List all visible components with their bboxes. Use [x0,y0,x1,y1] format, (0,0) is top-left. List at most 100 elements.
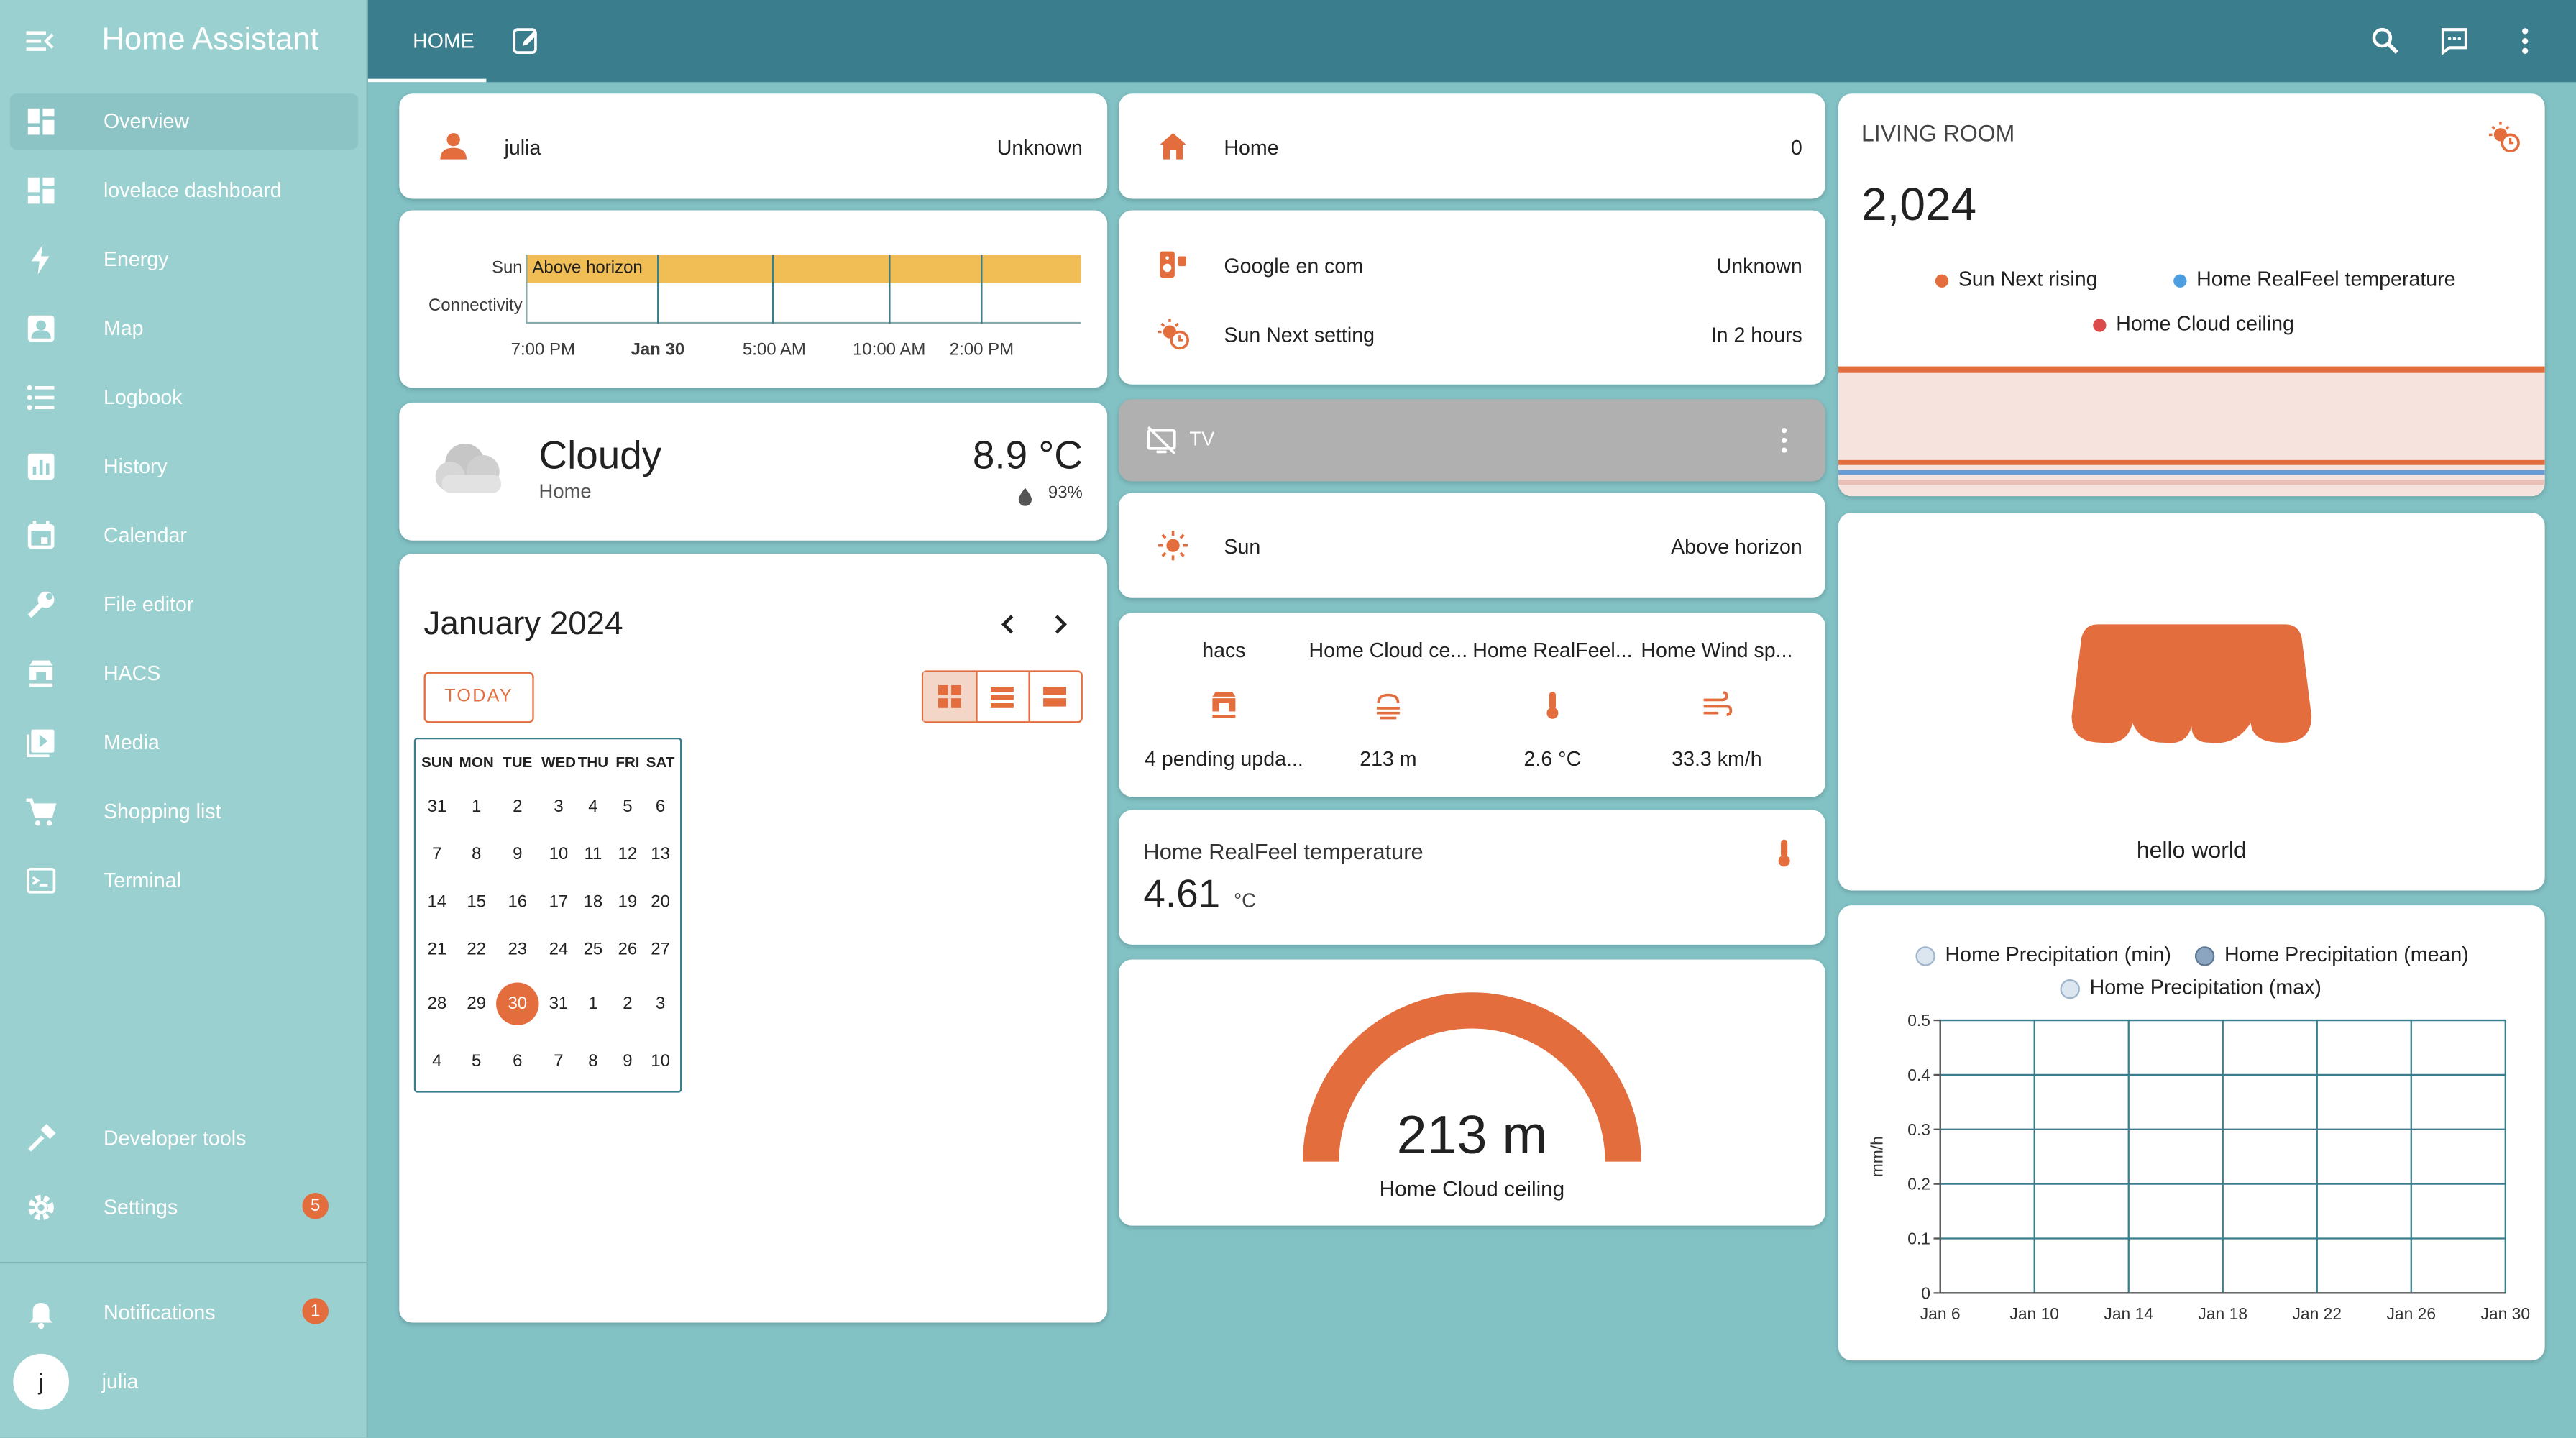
sidebar-item-map[interactable]: Map [10,301,358,357]
calendar-day[interactable]: 6 [513,1051,523,1071]
calendar-day[interactable]: 9 [623,1051,633,1071]
more-vertical-icon[interactable] [1768,424,1801,457]
sidebar-item-terminal[interactable]: Terminal [10,853,358,909]
calendar-day[interactable]: 3 [554,797,564,817]
entity-row[interactable]: Google en com Unknown [1119,230,1825,296]
calendar-day[interactable]: 26 [618,940,638,960]
calendar-day[interactable]: 11 [584,844,602,864]
media-player-card[interactable]: TV [1119,399,1825,482]
avatar[interactable]: j [13,1353,69,1410]
weather-card[interactable]: Cloudy Home 8.9 °C 93% [399,402,1108,541]
sidebar-item-energy[interactable]: Energy [10,232,358,288]
day-view-button[interactable] [1030,672,1081,722]
calendar-day[interactable]: 10 [651,1051,670,1071]
calendar-day[interactable]: 14 [427,892,447,912]
sidebar-item-file-editor[interactable]: File editor [10,577,358,633]
calendar-day[interactable]: 18 [583,892,603,912]
week-view-button[interactable] [978,672,1029,722]
calendar-day[interactable]: 21 [427,940,447,960]
timeline-bar[interactable]: Above horizon [526,255,1081,283]
sidebar-item-notifications[interactable]: Notifications 1 [10,1285,358,1341]
legend-item[interactable]: Home RealFeel temperature [2173,267,2456,290]
calendar-day[interactable]: 5 [472,1051,482,1071]
calendar-day[interactable]: 16 [508,892,528,912]
zone-card[interactable]: Home 0 [1119,93,1825,199]
calendar-day[interactable]: 31 [427,797,447,817]
calendar-day[interactable]: 1 [472,797,482,817]
calendar-day[interactable]: 7 [432,844,442,864]
calendar-day[interactable]: 4 [432,1051,442,1071]
sidebar-item-overview[interactable]: Overview [9,93,359,150]
month-view-button[interactable] [923,672,976,722]
calendar-day[interactable]: 8 [472,844,482,864]
calendar-day[interactable]: 1 [588,994,598,1014]
tab-home[interactable]: HOME [413,29,475,53]
chevron-right-icon[interactable] [1043,608,1076,641]
glance-item[interactable]: hacs 4 pending upda... [1142,629,1306,787]
today-button[interactable]: TODAY [423,672,534,723]
sidebar-item-history[interactable]: History [10,439,358,495]
picture-card[interactable]: hello world [1838,512,2545,891]
calendar-day[interactable]: 23 [508,940,528,960]
calendar-day[interactable]: 20 [651,892,670,912]
calendar-day[interactable]: 8 [588,1051,598,1071]
calendar-day[interactable]: 22 [467,940,487,960]
glance-item[interactable]: Home RealFeel... 2.6 °C [1470,629,1635,787]
history-graph-card[interactable]: Sun Connectivity Above horizon 7:00 PM J… [399,210,1108,388]
calendar-day[interactable]: 4 [588,797,598,817]
calendar-day[interactable]: 6 [655,797,666,817]
calendar-day[interactable]: 17 [549,892,569,912]
calendar-day[interactable]: 2 [623,994,633,1014]
calendar-day[interactable]: 27 [651,940,670,960]
calendar-day[interactable]: 7 [554,1051,564,1071]
living-room-statistic-card[interactable]: LIVING ROOM 2,024 Sun Next rising Home R… [1838,93,2545,497]
sidebar-item-lovelace-dashboard[interactable]: lovelace dashboard [10,162,358,219]
gauge-arc [1303,992,1641,1162]
calendar-day[interactable]: 19 [618,892,638,912]
user-name[interactable]: julia [101,1370,139,1393]
entity-row[interactable]: Sun Next setting In 2 hours [1119,299,1825,365]
calendar-day[interactable]: 29 [467,994,487,1014]
sun-card[interactable]: Sun Above horizon [1119,493,1825,598]
sidebar-item-logbook[interactable]: Logbook [10,370,358,426]
glance-item[interactable]: Home Cloud ce... 213 m [1306,629,1471,787]
sidebar-item-developer-tools[interactable]: Developer tools [10,1111,358,1167]
menu-collapse-icon[interactable] [23,24,56,58]
calendar-day[interactable]: 31 [549,994,569,1014]
glance-item[interactable]: Home Wind sp... 33.3 km/h [1635,629,1800,787]
chart-legend-item[interactable]: Home Precipitation (max) [2060,976,2321,999]
statistics-graph-card[interactable]: Home Precipitation (min) Home Precipitat… [1838,905,2545,1361]
chart-legend-item[interactable]: Home Precipitation (mean) [2194,943,2469,966]
assist-icon[interactable] [2438,24,2471,58]
edit-dashboard-icon[interactable] [509,24,542,58]
legend-item[interactable]: Sun Next rising [1935,267,2098,290]
calendar-day[interactable]: 5 [623,797,633,817]
sidebar-item-calendar[interactable]: Calendar [10,508,358,564]
calendar-day[interactable]: 13 [651,844,670,864]
calendar-day[interactable]: 10 [549,844,569,864]
calendar-day[interactable]: 28 [427,994,447,1014]
calendar-day[interactable]: 25 [583,940,603,960]
sidebar-item-shopping-list[interactable]: Shopping list [10,784,358,840]
person-card[interactable]: julia Unknown [399,93,1108,199]
sidebar-item-media[interactable]: Media [10,715,358,771]
chevron-left-icon[interactable] [992,608,1025,641]
calendar-day-today[interactable]: 30 [496,982,539,1025]
more-vertical-icon[interactable] [2508,24,2541,58]
sidebar-item-hacs[interactable]: HACS [10,646,358,702]
calendar-day[interactable]: 12 [618,844,638,864]
legend-item[interactable]: Home Cloud ceiling [2093,312,2294,335]
calendar-card: January 2024 TODAY SUN MON TUE WED THU FRI SAT… [399,554,1108,1323]
calendar-day[interactable]: 2 [513,797,523,817]
gauge-card[interactable]: 213 m Home Cloud ceiling [1119,959,1825,1226]
chart-legend-item[interactable]: Home Precipitation (min) [1915,943,2171,966]
calendar-day[interactable]: 15 [467,892,487,912]
sensor-card[interactable]: Home RealFeel temperature 4.61 °C [1119,810,1825,945]
search-icon[interactable] [2369,24,2402,58]
calendar-day[interactable]: 24 [549,940,569,960]
sidebar-item-settings[interactable]: Settings 5 [10,1180,358,1236]
calendar-day[interactable]: 3 [655,994,666,1014]
settings-badge: 5 [302,1192,329,1219]
calendar-day[interactable]: 9 [513,844,523,864]
glance-card: hacs 4 pending upda... Home Cloud ce... … [1119,613,1825,797]
